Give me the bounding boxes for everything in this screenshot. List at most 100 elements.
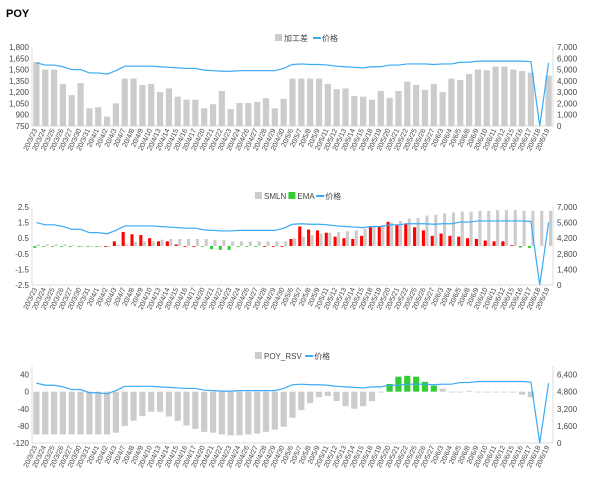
bar-加工差 xyxy=(95,107,102,126)
bar-ema xyxy=(218,246,222,250)
bar-poy_rsv xyxy=(218,391,225,435)
left-tick-label: 0.5 xyxy=(18,234,30,243)
bar-smln xyxy=(328,232,332,246)
bar-加工差 xyxy=(68,95,75,126)
bar-poy_rsv xyxy=(139,391,146,417)
bar-smln xyxy=(151,241,155,246)
bar-poy_rsv xyxy=(289,391,296,418)
bar-加工差 xyxy=(439,92,446,126)
bar-poy_rsv xyxy=(201,391,208,432)
bar-ema xyxy=(42,246,46,247)
bar-poy_rsv xyxy=(377,391,384,393)
bar-ema xyxy=(395,224,399,246)
bar-poy_rsv xyxy=(103,391,111,435)
bar-ema xyxy=(254,246,258,247)
legend: SMLN EMA 价格 xyxy=(255,191,341,201)
bar-smln xyxy=(363,228,367,246)
price-line xyxy=(36,220,550,286)
legend-label: POY_RSV xyxy=(264,352,302,361)
bar-ema xyxy=(307,229,311,246)
bar-加工差 xyxy=(289,78,296,126)
bar-ema xyxy=(289,238,293,246)
bar-ema xyxy=(413,227,417,246)
right-tick-label: 3,200 xyxy=(557,405,578,414)
chart-1: 1,800 1,650 1,500 1,350 1,200 1,050 900 750 7,00… xyxy=(9,33,578,152)
bar-smln xyxy=(425,215,429,246)
bar-smln xyxy=(222,239,226,246)
bar-smln xyxy=(504,210,508,246)
bar-加工差 xyxy=(165,88,172,126)
bar-加工差 xyxy=(492,66,499,126)
legend-label: 加工差 xyxy=(284,33,308,43)
bar-poy_rsv xyxy=(501,391,508,393)
bar-ema xyxy=(156,241,161,246)
bar-poy_rsv xyxy=(95,391,102,435)
bar-ema xyxy=(280,246,284,247)
bar-poy_rsv xyxy=(448,391,455,393)
bar-poy_rsv xyxy=(342,391,349,407)
left-tick-label: 1,050 xyxy=(9,99,30,108)
left-tick-label: 750 xyxy=(16,122,30,131)
bar-poy_rsv xyxy=(351,391,358,409)
bar-加工差 xyxy=(103,116,111,126)
bar-ema xyxy=(77,246,81,247)
bar-ema xyxy=(324,232,328,246)
bar-poy_rsv xyxy=(148,391,155,412)
left-tick-label: 1,500 xyxy=(9,66,30,75)
bar-加工差 xyxy=(448,78,455,126)
bar-smln xyxy=(549,210,553,246)
bar-smln xyxy=(310,235,314,246)
bar-加工差 xyxy=(404,81,411,126)
bar-加工差 xyxy=(139,84,146,126)
left-tick-label: 1.5 xyxy=(18,219,30,228)
legend-label: 价格 xyxy=(325,191,341,201)
legend-swatch xyxy=(255,352,262,359)
bar-poy_rsv xyxy=(430,385,437,392)
bar-smln xyxy=(487,210,491,246)
bar-poy_rsv xyxy=(262,391,270,432)
bar-加工差 xyxy=(254,101,261,126)
bar-poy_rsv xyxy=(59,391,66,435)
bar-smln xyxy=(319,233,323,246)
bar-poy_rsv xyxy=(42,391,49,435)
bar-smln xyxy=(434,214,438,246)
left-tick-label: -0.5 xyxy=(15,250,29,259)
price-line xyxy=(36,60,550,127)
right-tick-label: 4,200 xyxy=(557,234,578,243)
bar-ema xyxy=(59,246,63,247)
bar-加工差 xyxy=(421,89,429,126)
bar-poy_rsv xyxy=(386,383,393,392)
bar-smln xyxy=(284,241,288,246)
bar-ema xyxy=(165,241,169,246)
bar-ema xyxy=(227,246,231,250)
bar-加工差 xyxy=(457,80,464,126)
bar-加工差 xyxy=(183,99,190,126)
bar-poy_rsv xyxy=(209,391,217,433)
bar-ema xyxy=(121,231,125,246)
bar-smln xyxy=(186,238,191,246)
legend-swatch xyxy=(275,34,282,41)
bar-ema xyxy=(130,234,134,246)
bar-加工差 xyxy=(298,78,305,126)
right-tick-label: 0 xyxy=(557,122,562,131)
bar-加工差 xyxy=(174,96,181,126)
right-tick-label: 7,000 xyxy=(557,43,578,52)
bar-poy_rsv xyxy=(457,391,464,393)
bar-加工差 xyxy=(130,78,137,126)
bar-smln xyxy=(63,244,67,246)
bar-poy_rsv xyxy=(298,391,305,411)
bar-ema xyxy=(86,246,90,247)
bar-smln xyxy=(496,210,500,246)
bar-加工差 xyxy=(474,69,482,126)
bar-poy_rsv xyxy=(315,391,323,398)
bar-poy_rsv xyxy=(280,391,287,427)
bar-smln xyxy=(45,244,49,246)
bar-smln xyxy=(239,241,244,246)
bar-smln xyxy=(469,211,473,246)
bar-ema xyxy=(342,238,346,246)
bar-ema xyxy=(209,246,214,250)
bar-poy_rsv xyxy=(368,391,376,402)
bar-ema xyxy=(510,245,514,247)
chart-2: 2.5 1.5 0.5 -0.5 -1.5 -2.5 7,000 5,600 4,200 2,80… xyxy=(15,191,577,311)
